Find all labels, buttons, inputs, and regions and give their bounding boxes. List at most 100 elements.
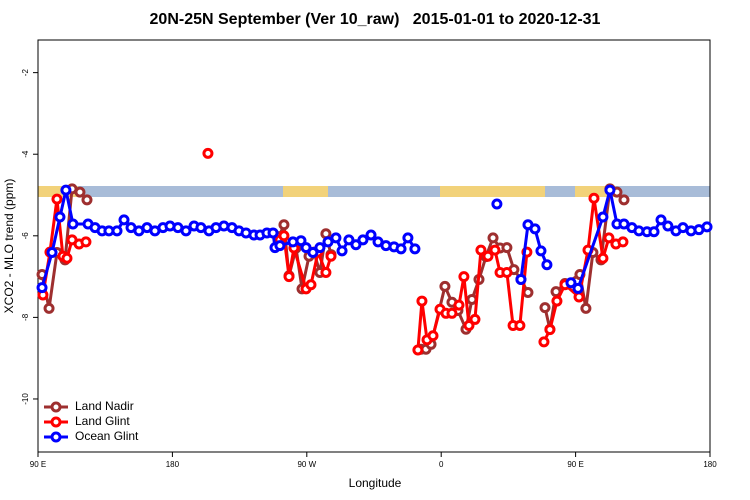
data-point bbox=[427, 330, 439, 342]
land-patch bbox=[283, 186, 328, 197]
data-point bbox=[463, 320, 475, 332]
legend-marker bbox=[50, 401, 62, 413]
data-point bbox=[202, 147, 214, 159]
chart-title: 20N-25N September (Ver 10_raw) 2015-01-0… bbox=[150, 11, 601, 28]
map-strip bbox=[38, 186, 710, 197]
data-point bbox=[81, 194, 93, 206]
legend-marker bbox=[50, 431, 62, 443]
data-point bbox=[274, 240, 286, 252]
legend-label: Ocean Glint bbox=[75, 429, 139, 443]
data-point bbox=[278, 230, 290, 242]
data-point bbox=[314, 242, 326, 254]
plot-frame bbox=[37, 39, 711, 453]
data-point bbox=[80, 236, 92, 248]
data-point bbox=[267, 227, 279, 239]
data-point bbox=[522, 287, 534, 299]
data-point bbox=[475, 244, 487, 256]
data-point bbox=[597, 211, 609, 223]
land-patch bbox=[575, 186, 615, 197]
data-point bbox=[283, 271, 295, 283]
data-point bbox=[43, 302, 55, 314]
x-tick-label: 180 bbox=[703, 460, 717, 469]
x-tick-label: 90 E bbox=[30, 460, 46, 469]
data-point bbox=[111, 225, 123, 237]
data-point bbox=[278, 219, 290, 231]
data-point bbox=[580, 302, 592, 314]
data-point bbox=[118, 214, 130, 226]
data-point bbox=[51, 193, 63, 205]
data-point bbox=[597, 252, 609, 264]
data-point bbox=[535, 245, 547, 257]
data-point bbox=[357, 234, 369, 246]
data-point bbox=[61, 252, 73, 264]
data-point bbox=[603, 232, 615, 244]
data-point bbox=[604, 184, 616, 196]
legend-marker bbox=[50, 416, 62, 428]
data-point bbox=[482, 250, 494, 262]
y-axis-title: XCO2 - MLO trend (ppm) bbox=[2, 179, 16, 314]
data-point bbox=[529, 223, 541, 235]
data-point bbox=[322, 236, 334, 248]
data-point bbox=[489, 244, 501, 256]
y-tick-label: -8 bbox=[21, 313, 30, 321]
y-tick-label: -10 bbox=[21, 393, 30, 405]
data-point bbox=[300, 242, 312, 254]
x-tick-label: 90 W bbox=[297, 460, 316, 469]
y-tick-label: -2 bbox=[21, 69, 30, 77]
data-point bbox=[350, 239, 362, 251]
data-point bbox=[416, 295, 428, 307]
data-point bbox=[343, 234, 355, 246]
data-point bbox=[395, 243, 407, 255]
data-point bbox=[60, 184, 72, 196]
data-point bbox=[618, 194, 630, 206]
data-point bbox=[54, 211, 66, 223]
data-point bbox=[514, 320, 526, 332]
data-point bbox=[336, 245, 348, 257]
data-point bbox=[701, 221, 713, 233]
data-point bbox=[565, 277, 577, 289]
data-point bbox=[469, 313, 481, 325]
ocean-band bbox=[38, 186, 710, 197]
data-point bbox=[538, 336, 550, 348]
data-point bbox=[295, 235, 307, 247]
data-point bbox=[320, 267, 332, 279]
data-point bbox=[573, 291, 585, 303]
legend-label: Land Nadir bbox=[75, 399, 134, 413]
legend-label: Land Glint bbox=[75, 414, 130, 428]
data-point bbox=[588, 192, 600, 204]
land-patch bbox=[38, 186, 78, 197]
data-point bbox=[412, 344, 424, 356]
series-line bbox=[40, 187, 626, 351]
data-point bbox=[491, 198, 503, 210]
data-point bbox=[402, 232, 414, 244]
data-point bbox=[325, 250, 337, 262]
data-point bbox=[539, 302, 551, 314]
data-point bbox=[501, 267, 513, 279]
data-point bbox=[458, 271, 470, 283]
series-line bbox=[41, 196, 624, 351]
data-point bbox=[180, 225, 192, 237]
data-point bbox=[544, 324, 556, 336]
data-point bbox=[409, 243, 421, 255]
data-point bbox=[439, 280, 451, 292]
data-point bbox=[466, 293, 478, 305]
x-axis-title: Longitude bbox=[349, 476, 402, 490]
data-point bbox=[74, 186, 86, 198]
data-point bbox=[330, 232, 342, 244]
x-tick-label: 0 bbox=[439, 460, 444, 469]
data-point bbox=[305, 279, 317, 291]
data-point bbox=[487, 232, 499, 244]
data-point bbox=[36, 282, 48, 294]
data-point bbox=[501, 242, 513, 254]
data-point bbox=[453, 299, 465, 311]
data-point bbox=[67, 218, 79, 230]
data-point bbox=[365, 229, 377, 241]
y-tick-label: -4 bbox=[21, 150, 30, 158]
data-point bbox=[572, 282, 584, 294]
data-point bbox=[515, 273, 527, 285]
data-point bbox=[648, 226, 660, 238]
y-tick-label: -6 bbox=[21, 232, 30, 240]
x-tick-label: 90 E bbox=[567, 460, 583, 469]
data-point bbox=[307, 247, 319, 259]
